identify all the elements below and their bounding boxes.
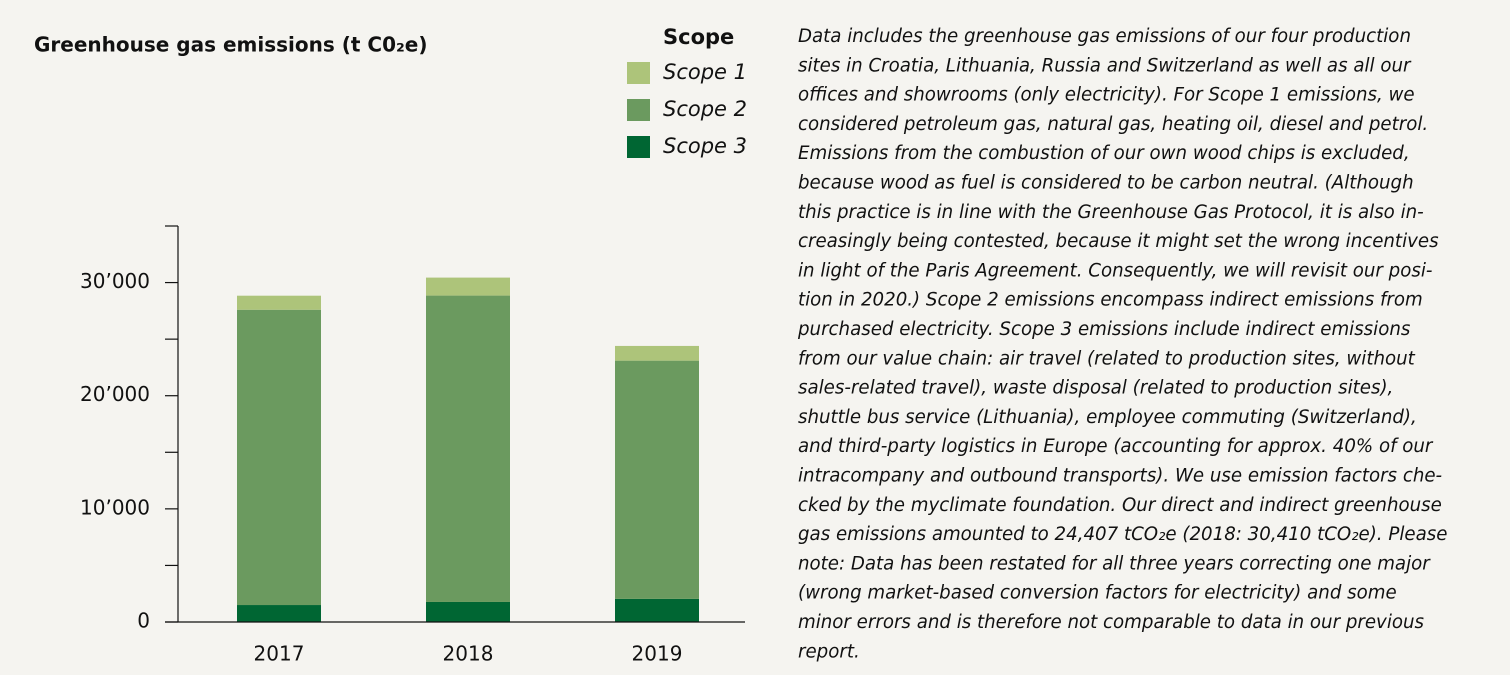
note-line: minor errors and is therefore not compar… (798, 612, 1425, 633)
legend-swatch (627, 62, 650, 84)
legend-label: Scope 2 (663, 97, 747, 121)
note-line: note: Data has been restated for all thr… (798, 553, 1431, 574)
y-tick-label: 30’000 (80, 269, 150, 293)
bar-segment (426, 277, 510, 296)
note-line: considered petroleum gas, natural gas, h… (798, 114, 1428, 135)
bar-segment (237, 605, 321, 622)
note-line: sales-related travel), waste disposal (r… (798, 378, 1393, 399)
note-line: creasingly being contested, because it m… (798, 231, 1439, 252)
bar-segment (615, 360, 699, 599)
legend-label: Scope 1 (663, 60, 747, 84)
note-line: this practice is in line with the Greenh… (798, 202, 1424, 223)
bar-segment (426, 601, 510, 622)
x-tick-label: 2018 (443, 642, 494, 666)
note-line: purchased electricity. Scope 3 emissions… (797, 319, 1411, 340)
bar-segment (426, 295, 510, 602)
legend-swatch (627, 136, 650, 158)
note-line: Data includes the greenhouse gas emissio… (798, 26, 1411, 47)
legend-label: Scope 3 (663, 134, 747, 158)
bar-segment (237, 295, 321, 310)
note-line: tion in 2020.) Scope 2 emissions encompa… (798, 290, 1423, 311)
note-line: shuttle bus service (Lithuania), employe… (798, 407, 1417, 428)
y-tick-label: 10’000 (80, 495, 150, 519)
x-tick-label: 2017 (254, 642, 305, 666)
chart-title: Greenhouse gas emissions (t C0₂e) (34, 33, 427, 57)
note-line: Emissions from the combustion of our own… (798, 143, 1410, 164)
legend-swatch (627, 99, 650, 121)
note-line: cked by the myclimate foundation. Our di… (798, 495, 1442, 516)
note-line: in light of the Paris Agreement. Consequ… (798, 260, 1432, 281)
note-line: from our value chain: air travel (relate… (798, 348, 1416, 369)
bar-segment (615, 345, 699, 361)
note-line: and third-party logistics in Europe (acc… (798, 436, 1434, 457)
bar-segment (237, 309, 321, 606)
note-line: sites in Croatia, Lithuania, Russia and … (798, 55, 1412, 76)
bar-segment (615, 598, 699, 622)
legend-title: Scope (663, 25, 734, 49)
y-tick-label: 20’000 (80, 382, 150, 406)
note-line: intracompany and outbound transports). W… (798, 466, 1442, 487)
note-line: (wrong market-based conversion factors f… (798, 583, 1397, 604)
y-tick-label: 0 (137, 609, 150, 633)
x-tick-label: 2019 (632, 642, 683, 666)
note-line: report. (798, 641, 860, 662)
note-line: offices and showrooms (only electricity)… (798, 85, 1415, 106)
note-line: gas emissions amounted to 24,407 tCO₂e (… (798, 524, 1447, 545)
note-line: because wood as fuel is considered to be… (798, 173, 1414, 194)
